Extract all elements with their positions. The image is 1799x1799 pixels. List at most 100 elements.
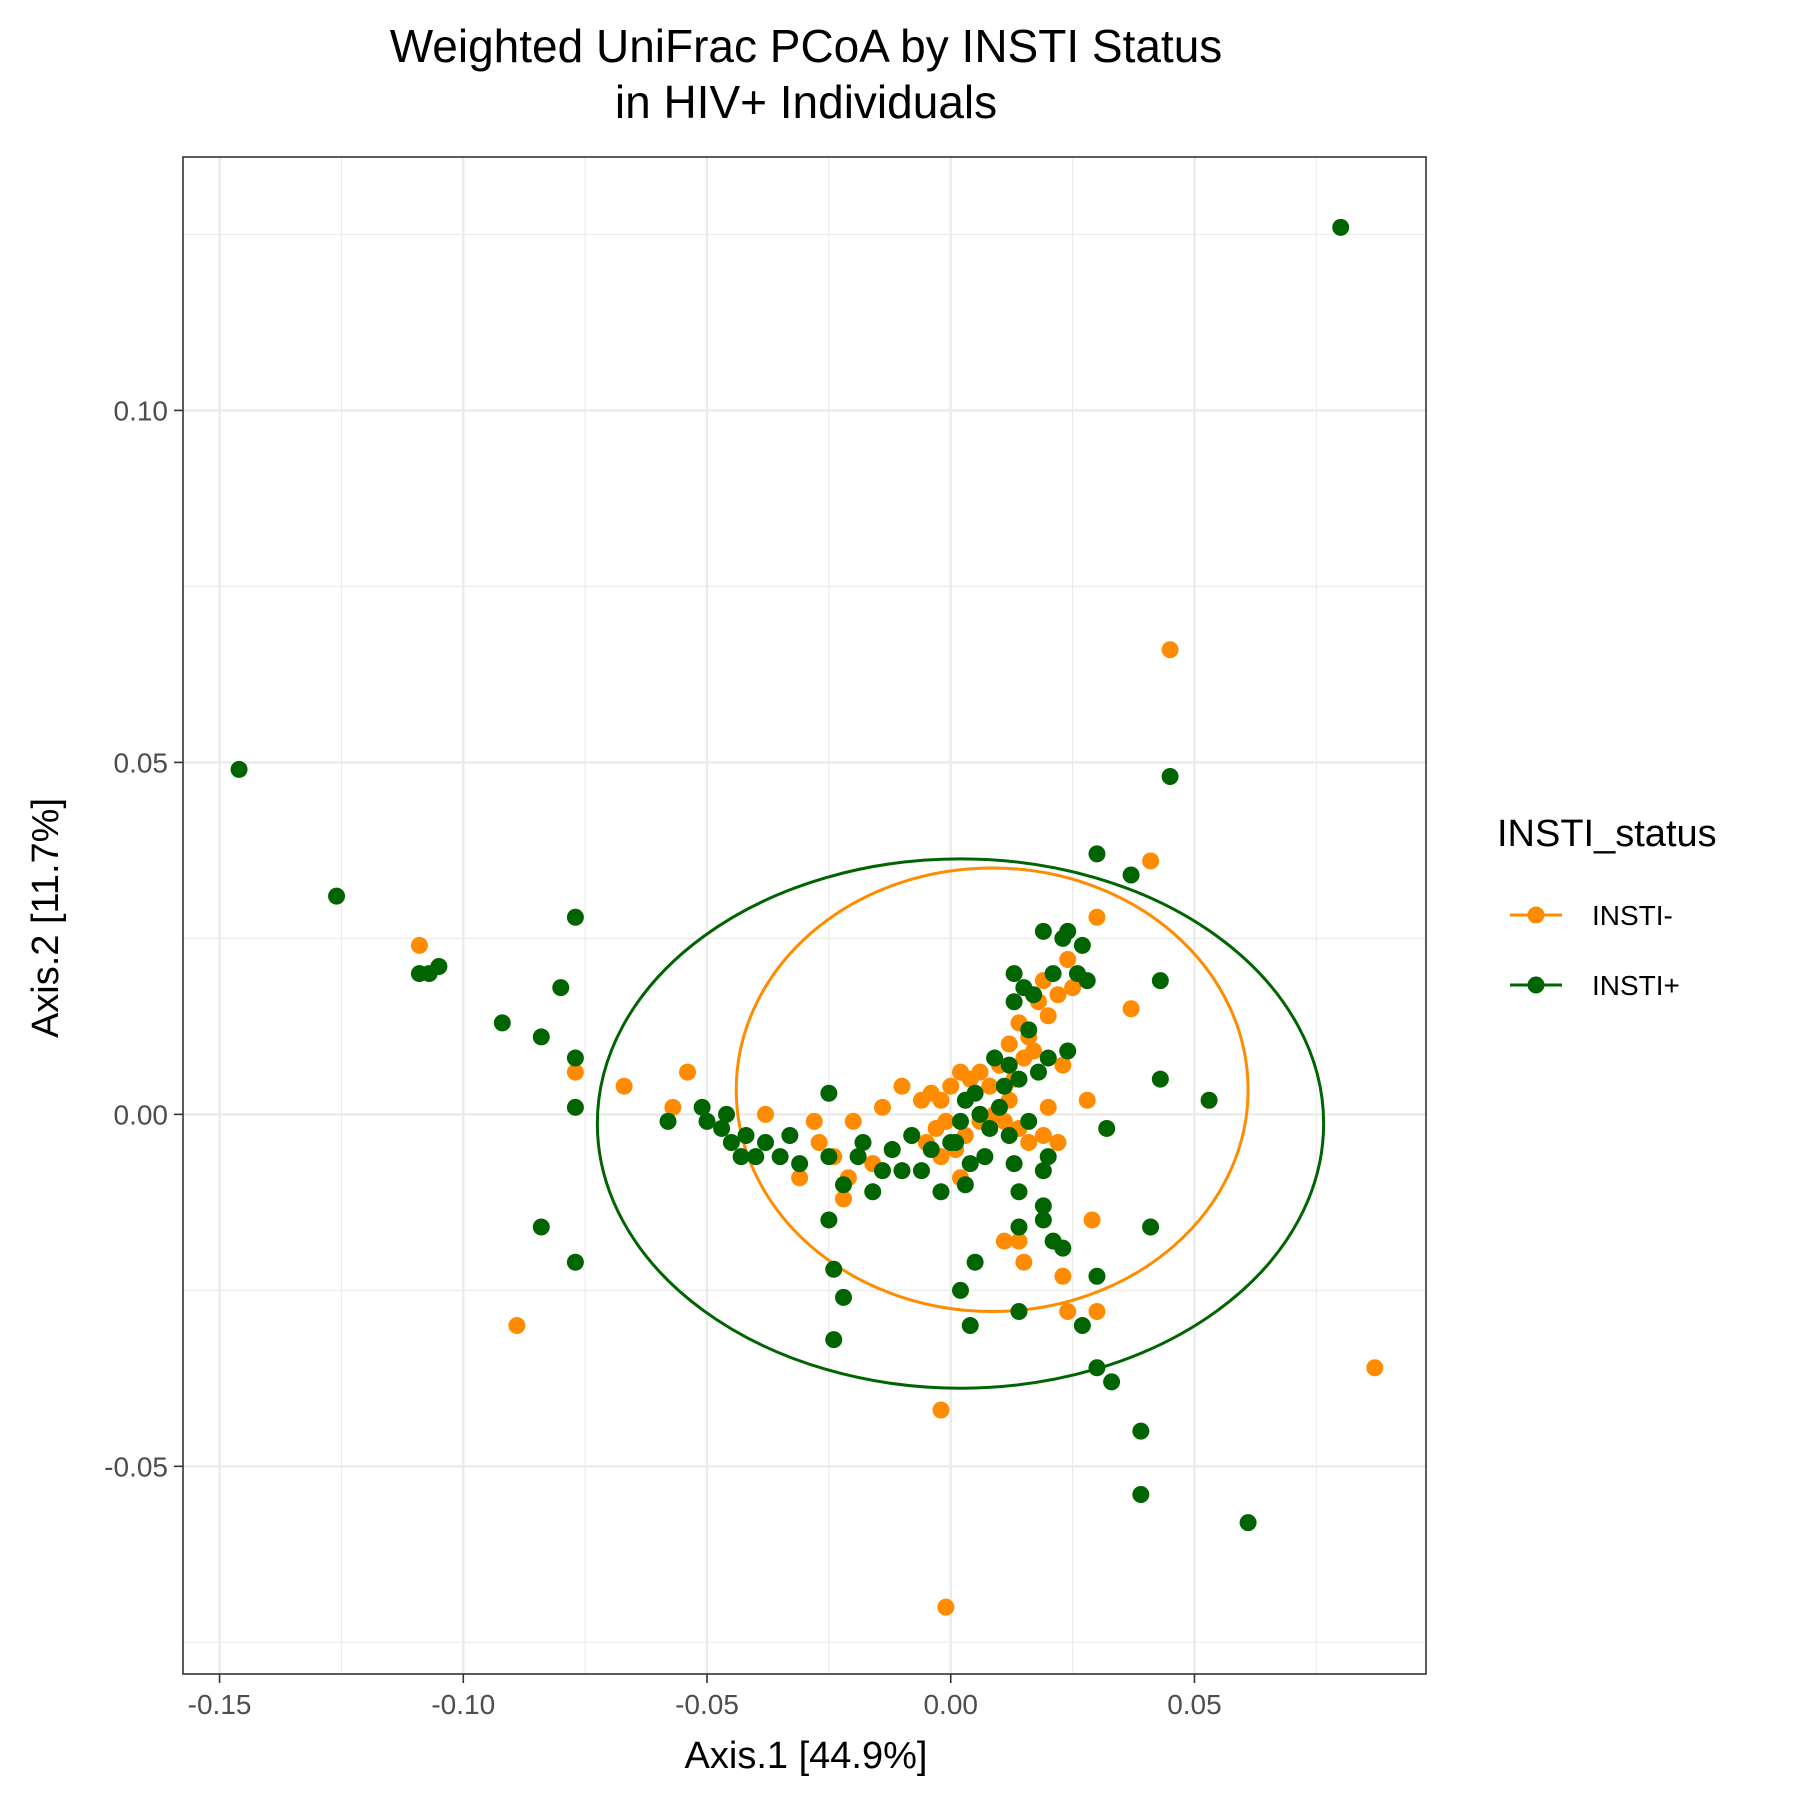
point-INSTI+ xyxy=(732,1148,750,1166)
point-INSTI- xyxy=(679,1063,697,1081)
point-INSTI+ xyxy=(834,1176,852,1194)
point-INSTI- xyxy=(1083,1211,1101,1229)
point-INSTI+ xyxy=(230,760,248,778)
point-INSTI- xyxy=(791,1169,809,1187)
point-INSTI+ xyxy=(995,1077,1013,1095)
point-INSTI- xyxy=(1059,950,1077,968)
x-tick-label: -0.10 xyxy=(431,1689,495,1720)
point-INSTI+ xyxy=(1059,1042,1077,1060)
point-INSTI+ xyxy=(947,1134,965,1152)
point-INSTI+ xyxy=(1073,1317,1091,1335)
point-INSTI- xyxy=(615,1077,633,1095)
point-INSTI+ xyxy=(986,1049,1004,1067)
point-INSTI- xyxy=(1366,1359,1384,1377)
point-INSTI- xyxy=(937,1112,955,1130)
point-INSTI+ xyxy=(825,1331,843,1349)
point-INSTI+ xyxy=(552,979,570,997)
point-INSTI- xyxy=(995,1232,1013,1250)
point-INSTI+ xyxy=(722,1134,740,1152)
point-INSTI+ xyxy=(771,1148,789,1166)
point-INSTI+ xyxy=(1103,1373,1121,1391)
point-INSTI- xyxy=(566,1063,584,1081)
point-INSTI+ xyxy=(1200,1091,1218,1109)
point-INSTI- xyxy=(1015,1253,1033,1271)
point-INSTI+ xyxy=(1020,1021,1038,1039)
plot-panel-border xyxy=(182,156,1427,1675)
point-INSTI+ xyxy=(566,1098,584,1116)
point-INSTI+ xyxy=(864,1183,882,1201)
point-INSTI+ xyxy=(912,1162,930,1180)
point-INSTI+ xyxy=(922,1141,940,1159)
point-INSTI- xyxy=(1039,1098,1057,1116)
y-axis-title: Axis.2 [11.7%] xyxy=(25,798,67,1038)
point-INSTI+ xyxy=(698,1112,716,1130)
point-INSTI+ xyxy=(532,1028,550,1046)
point-INSTI+ xyxy=(757,1134,775,1152)
point-INSTI+ xyxy=(1010,1218,1028,1236)
point-INSTI+ xyxy=(820,1148,838,1166)
legend: INSTI_status INSTI- INSTI+ xyxy=(1497,813,1717,1001)
point-INSTI+ xyxy=(883,1141,901,1159)
point-INSTI+ xyxy=(1034,1162,1052,1180)
point-INSTI+ xyxy=(1025,986,1043,1004)
point-INSTI+ xyxy=(932,1183,950,1201)
point-INSTI+ xyxy=(854,1134,872,1152)
point-INSTI+ xyxy=(1005,1155,1023,1173)
point-INSTI- xyxy=(1000,1035,1018,1053)
point-INSTI- xyxy=(1161,641,1179,659)
point-INSTI+ xyxy=(566,1049,584,1067)
point-INSTI+ xyxy=(747,1148,765,1166)
y-tick-label: 0.10 xyxy=(114,395,169,426)
point-INSTI+ xyxy=(990,1098,1008,1116)
point-INSTI- xyxy=(1064,979,1082,997)
point-INSTI- xyxy=(873,1098,891,1116)
point-INSTI+ xyxy=(961,1317,979,1335)
point-INSTI+ xyxy=(825,1260,843,1278)
point-INSTI+ xyxy=(1161,767,1179,785)
point-INSTI+ xyxy=(1010,1302,1028,1320)
point-INSTI+ xyxy=(976,1148,994,1166)
point-INSTI+ xyxy=(1034,1197,1052,1215)
point-INSTI- xyxy=(508,1317,526,1335)
point-INSTI+ xyxy=(873,1162,891,1180)
point-INSTI- xyxy=(971,1063,989,1081)
point-INSTI+ xyxy=(493,1014,511,1032)
point-INSTI+ xyxy=(1239,1514,1257,1532)
point-INSTI+ xyxy=(1044,1232,1062,1250)
point-INSTI+ xyxy=(1039,1148,1057,1166)
point-INSTI+ xyxy=(1132,1485,1150,1503)
point-INSTI+ xyxy=(532,1218,550,1236)
point-INSTI+ xyxy=(1132,1422,1150,1440)
point-INSTI+ xyxy=(1088,845,1106,863)
confidence-ellipses xyxy=(595,857,1326,1390)
legend-key-point xyxy=(1527,976,1545,994)
point-INSTI+ xyxy=(956,1176,974,1194)
point-INSTI- xyxy=(1088,908,1106,926)
legend-label: INSTI+ xyxy=(1592,970,1680,1001)
point-INSTI- xyxy=(1054,1267,1072,1285)
point-INSTI+ xyxy=(951,1281,969,1299)
point-INSTI+ xyxy=(430,958,448,976)
point-INSTI+ xyxy=(820,1084,838,1102)
point-INSTI+ xyxy=(1151,1070,1169,1088)
point-INSTI- xyxy=(664,1098,682,1116)
y-tick-label: 0.05 xyxy=(114,747,169,778)
point-INSTI- xyxy=(844,1112,862,1130)
point-INSTI- xyxy=(932,1401,950,1419)
point-INSTI+ xyxy=(328,887,346,905)
point-INSTI+ xyxy=(903,1126,921,1144)
point-INSTI- xyxy=(893,1077,911,1095)
point-INSTI- xyxy=(1025,1042,1043,1060)
point-INSTI+ xyxy=(1332,218,1350,236)
point-INSTI- xyxy=(932,1091,950,1109)
legend-label: INSTI- xyxy=(1592,900,1673,931)
point-INSTI+ xyxy=(1039,1049,1057,1067)
point-INSTI- xyxy=(937,1598,955,1616)
point-INSTI- xyxy=(1049,986,1067,1004)
point-INSTI+ xyxy=(893,1162,911,1180)
point-INSTI- xyxy=(805,1112,823,1130)
point-INSTI+ xyxy=(1020,1112,1038,1130)
axis-ticks: -0.15 -0.10 -0.05 0.00 0.05 -0.05 0.00 0.05 0.10 xyxy=(104,395,1222,1720)
points xyxy=(230,218,1384,1616)
